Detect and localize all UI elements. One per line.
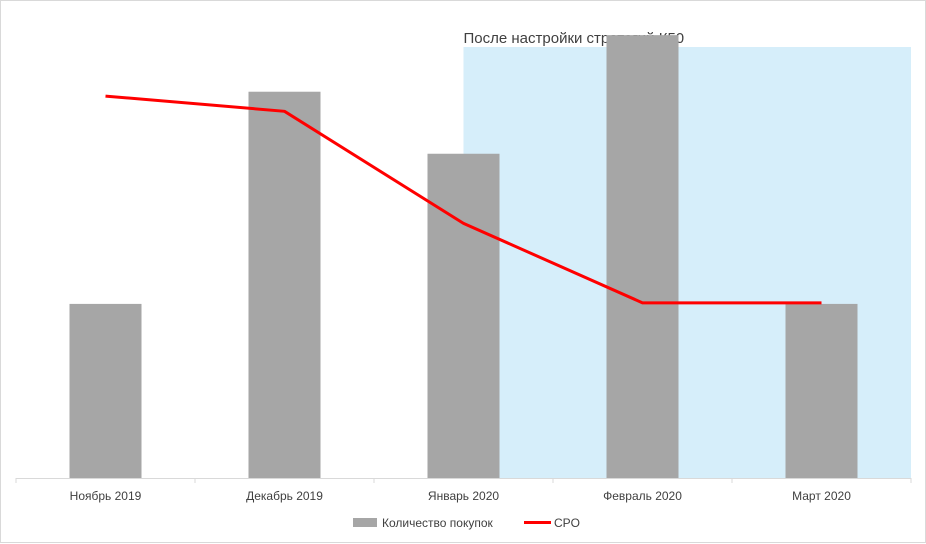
x-axis-labels: Ноябрь 2019 Декабрь 2019 Январь 2020 Феврал… xyxy=(70,489,852,503)
x-label-5: Март 2020 xyxy=(792,489,851,503)
x-label-3: Январь 2020 xyxy=(428,489,499,503)
bar-5 xyxy=(785,303,858,478)
bar-2 xyxy=(248,91,321,478)
legend-swatch-purchases xyxy=(353,518,377,527)
bar-1 xyxy=(69,303,142,478)
x-axis-ticks xyxy=(15,478,912,483)
legend-label-cpo: CPO xyxy=(554,516,580,530)
x-label-1: Ноябрь 2019 xyxy=(70,489,142,503)
bar-3 xyxy=(427,153,500,478)
legend: Количество покупок CPO xyxy=(353,516,580,530)
legend-label-purchases: Количество покупок xyxy=(382,516,494,530)
x-label-4: Февраль 2020 xyxy=(603,489,682,503)
bar-series xyxy=(69,35,858,479)
cpo-line xyxy=(105,94,822,305)
x-label-2: Декабрь 2019 xyxy=(246,489,323,503)
bar-4 xyxy=(606,35,679,479)
